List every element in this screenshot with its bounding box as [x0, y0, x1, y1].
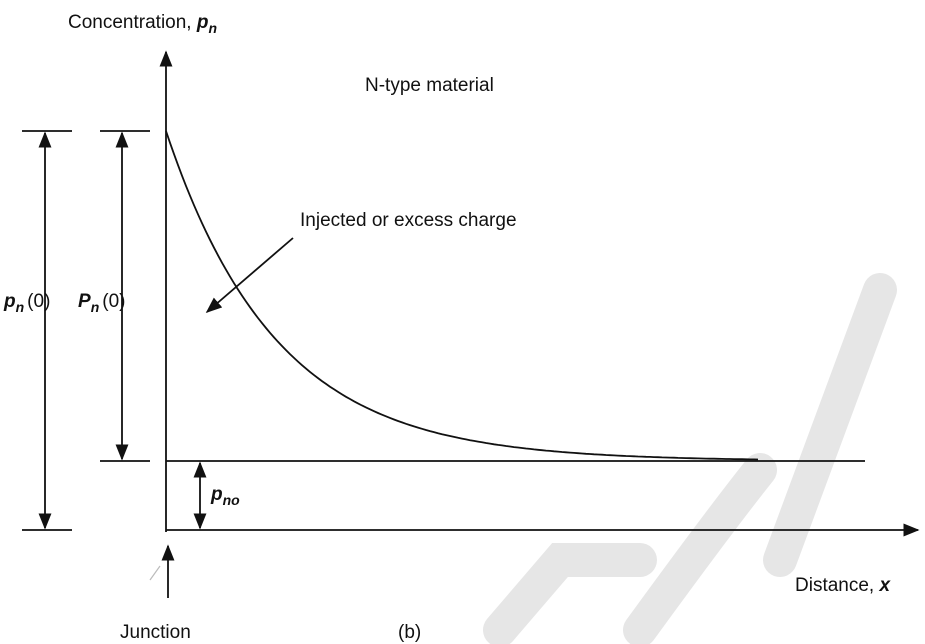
- equilibrium-label: pno: [210, 484, 240, 508]
- annotation: Injected or excess charge: [300, 210, 517, 231]
- total-label: pn (0): [3, 291, 50, 315]
- excess-label: Pn (0): [78, 291, 125, 315]
- title: N-type material: [365, 75, 494, 96]
- concentration-curve: [165, 130, 759, 461]
- junction-label: Junction: [120, 622, 191, 643]
- annotation-arrow: [205, 237, 294, 314]
- x-axis-label: Distance, x: [795, 575, 891, 596]
- y-axis-label: Concentration, pn: [68, 12, 217, 36]
- caption: (b): [398, 622, 421, 643]
- watermark: [483, 273, 897, 644]
- junction-mark: [149, 565, 161, 581]
